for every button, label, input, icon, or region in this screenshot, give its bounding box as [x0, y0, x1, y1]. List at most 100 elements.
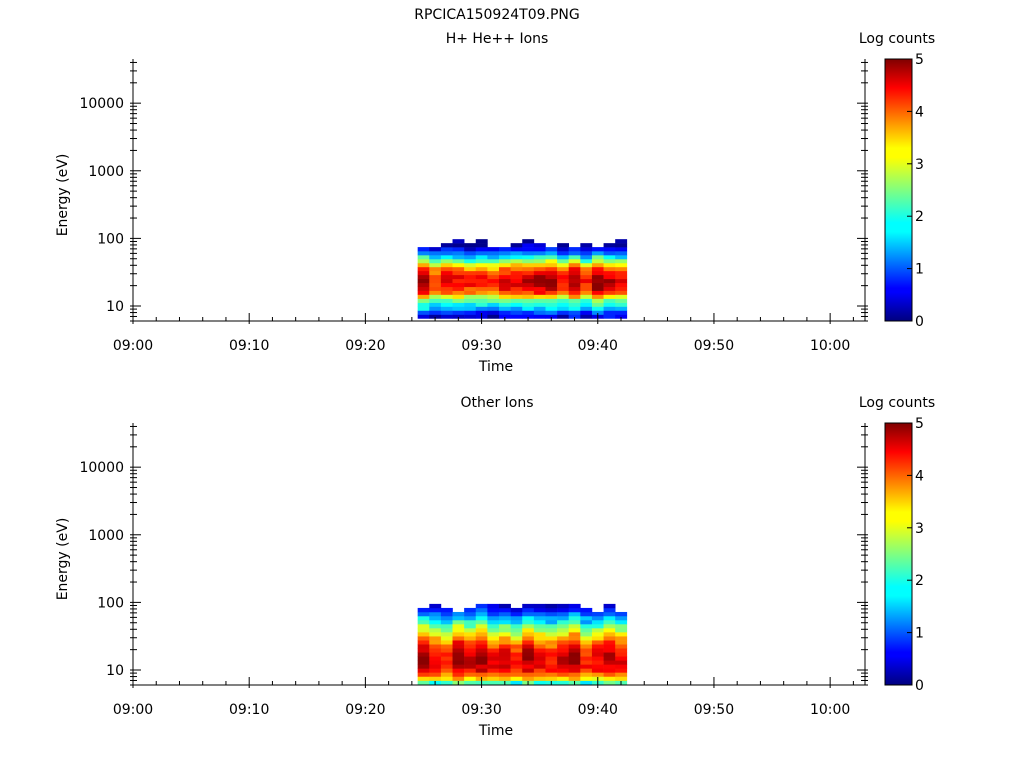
spectrogram-cell — [510, 628, 523, 633]
spectrogram-cell — [429, 640, 442, 645]
spectrogram-cell — [440, 294, 453, 299]
spectrogram-cell — [603, 274, 616, 280]
spectrogram-cell — [452, 270, 465, 276]
spectrogram-cell — [487, 644, 500, 649]
spectrogram-cell — [452, 302, 465, 307]
x-tick-label: 09:20 — [345, 338, 385, 354]
spectrogram-cell — [545, 310, 558, 315]
spectrogram-cell — [591, 619, 604, 625]
spectrogram-cell — [510, 302, 523, 307]
spectrogram-cell — [568, 286, 581, 291]
spectrogram-cell — [510, 290, 523, 295]
spectrogram-cell — [591, 294, 604, 299]
spectrogram-cell — [533, 624, 546, 629]
spectrogram-cell — [487, 294, 500, 299]
spectrogram-cell — [487, 648, 500, 653]
spectrogram-cell — [440, 247, 453, 252]
spectrogram-cell — [615, 648, 628, 653]
spectrogram-cell — [557, 306, 570, 311]
spectrogram-cell — [417, 314, 430, 319]
spectrogram-cell — [487, 652, 500, 657]
spectrogram-cell — [522, 290, 535, 295]
spectrogram-cell — [568, 664, 581, 669]
spectrogram-cell — [545, 676, 558, 681]
axes-frame: 09:00 09:10 09:20 09:30 09:40 09:50 10:00 10 100… — [79, 59, 868, 354]
spectrogram-cell — [580, 243, 593, 248]
spectrogram-cell — [522, 243, 535, 248]
spectrogram-cell — [475, 648, 488, 653]
spectrogram-cell — [417, 258, 430, 264]
spectrogram-cell — [615, 624, 628, 629]
spectrogram-cell — [522, 628, 535, 633]
spectrogram-cell — [615, 619, 628, 625]
spectrogram-cell — [440, 648, 453, 653]
spectrogram-cell — [429, 652, 442, 657]
spectrogram-cell — [557, 282, 570, 288]
spectrogram-cell — [557, 294, 570, 299]
spectrogram-cell — [557, 668, 570, 673]
spectrogram-cell — [464, 247, 477, 252]
spectrogram-cell — [440, 640, 453, 645]
spectrogram-cell — [464, 294, 477, 299]
spectrogram-cell — [464, 672, 477, 677]
colorbar-tick-label: 2 — [915, 209, 924, 225]
spectrogram-cell — [603, 278, 616, 284]
spectrogram-cell — [545, 628, 558, 633]
spectrogram-cell — [440, 615, 453, 621]
spectrogram-cell — [533, 644, 546, 649]
spectrogram-cell — [533, 672, 546, 677]
spectrogram-cell — [429, 660, 442, 665]
spectrogram-cell — [475, 290, 488, 295]
spectrogram-cell — [615, 644, 628, 649]
spectrogram-cell — [429, 247, 442, 252]
x-tick-label: 09:10 — [229, 702, 269, 718]
spectrogram-cell — [557, 640, 570, 645]
spectrogram-cell — [545, 644, 558, 649]
spectrogram-cell — [475, 660, 488, 665]
spectrogram-cell — [452, 628, 465, 633]
x-tick-label: 09:10 — [229, 338, 269, 354]
spectrogram-cell — [510, 619, 523, 625]
spectrogram-cell — [522, 282, 535, 288]
spectrogram-cell — [580, 632, 593, 637]
spectrogram-cell — [417, 640, 430, 645]
spectrogram-cell — [429, 676, 442, 681]
spectrogram-cell — [487, 668, 500, 673]
spectrogram-cell — [487, 314, 500, 319]
spectrogram-cell — [522, 294, 535, 299]
spectrogram-cell — [522, 270, 535, 276]
spectrogram-cell — [429, 644, 442, 649]
colorbar-tick-label: 1 — [915, 626, 924, 642]
spectrogram-cell — [603, 258, 616, 264]
spectrogram-cell — [557, 243, 570, 248]
colorbar-tick-label: 1 — [915, 262, 924, 278]
spectrogram-cell — [429, 619, 442, 625]
spectrogram-cell — [522, 640, 535, 645]
spectrogram-cell — [580, 664, 593, 669]
spectrogram-cell — [603, 640, 616, 645]
spectrogram-cell — [429, 611, 442, 617]
spectrogram-cell — [499, 607, 511, 613]
spectrogram-cell — [510, 282, 523, 288]
spectrogram-cell — [615, 262, 628, 268]
spectrogram-cell — [533, 615, 546, 621]
spectrogram-cell — [533, 656, 546, 661]
spectrogram-cell — [429, 648, 442, 653]
spectrogram-cell — [440, 270, 453, 276]
spectrogram-cell — [475, 255, 488, 260]
spectrogram-cell — [615, 668, 628, 673]
spectrogram-cell — [464, 624, 477, 629]
colorbar-label: Log counts — [859, 31, 935, 47]
spectrogram-cell — [487, 282, 500, 288]
spectrogram-cell — [615, 274, 628, 280]
spectrogram-cell — [603, 262, 616, 268]
spectrogram-cell — [499, 251, 511, 256]
spectrogram-cell — [522, 306, 535, 311]
spectrogram-cell — [440, 258, 453, 264]
spectrogram-cell — [533, 262, 546, 268]
spectrogram-cell — [615, 611, 628, 617]
spectrogram-cell — [615, 255, 628, 260]
spectrogram-cell — [568, 644, 581, 649]
spectrogram-cell — [591, 664, 604, 669]
spectrogram-cell — [440, 636, 453, 641]
